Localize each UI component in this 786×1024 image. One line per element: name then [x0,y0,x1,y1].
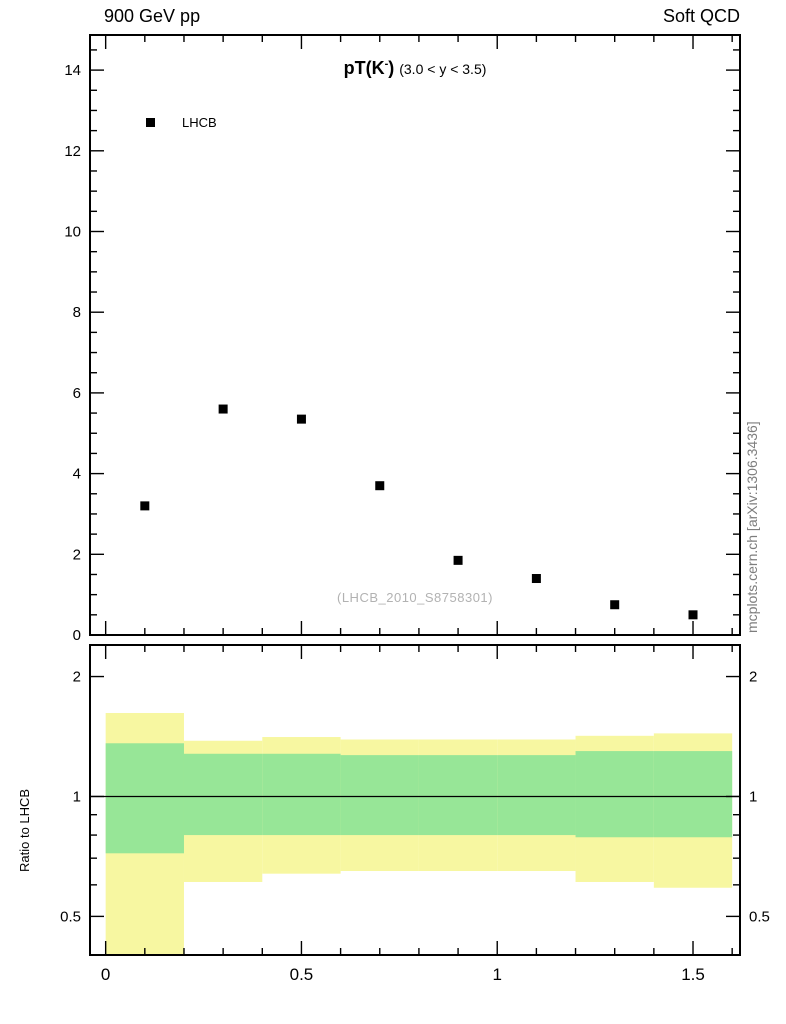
data-point-marker [296,414,306,424]
ratio-y-tick-label: 0.5 [60,908,81,925]
ratio-y-tick-label: 2 [749,669,757,686]
inner-uncertainty-band [418,755,498,836]
x-tick-label: 0 [101,965,110,984]
data-point-marker [531,574,541,584]
ratio-y-tick-label: 2 [73,669,81,686]
data-point-marker [218,404,228,414]
legend: LHCB [146,115,217,130]
data-point-marker [610,600,620,610]
legend-square-marker-icon [146,118,155,127]
y-tick-label: 12 [64,143,81,160]
superscript-minus: - [384,58,389,70]
rapidity-range-label: (3.0 < y < 3.5) [399,61,487,77]
y-tick-label: 14 [64,62,81,79]
analysis-id-watermark: (LHCB_2010_S8758301) [337,590,493,605]
inner-uncertainty-band [653,751,733,838]
y-tick-label: 10 [64,224,81,241]
y-tick-label: 8 [73,304,81,321]
data-point-marker [688,610,698,620]
data-point-marker [140,501,150,511]
data-point-marker [375,481,385,491]
ratio-plot-frame [89,644,741,956]
x-tick-label: 1 [492,965,501,984]
ratio-y-tick-label: 1 [73,788,81,805]
observable-label: pT(K-) [343,58,395,78]
ratio-axis-title: Ratio to LHCB [17,788,32,872]
x-tick-label: 1.5 [681,965,705,984]
legend-label: LHCB [182,115,217,130]
beam-energy-label: 900 GeV pp [104,6,201,26]
inner-uncertainty-band [183,753,263,836]
y-tick-label: 6 [73,385,81,402]
x-tick-label: 0.5 [290,965,314,984]
inner-uncertainty-band [340,755,419,836]
data-point-marker [453,555,463,565]
process-group-label: Soft QCD [662,6,740,26]
plot-title: pT(K-) (3.0 < y < 3.5) [90,58,740,79]
inner-uncertainty-band [262,753,341,836]
main-plot-frame [89,34,741,636]
ratio-y-tick-label: 0.5 [749,908,770,925]
y-tick-label: 2 [73,546,81,563]
inner-uncertainty-band [575,751,654,838]
source-citation-note: mcplots.cern.ch [arXiv:1306.3436] [744,421,760,633]
y-tick-label: 4 [73,466,81,483]
inner-uncertainty-band [497,755,576,836]
ratio-y-tick-label: 1 [749,788,757,805]
y-tick-label: 0 [73,627,81,644]
inner-uncertainty-band [105,743,184,854]
